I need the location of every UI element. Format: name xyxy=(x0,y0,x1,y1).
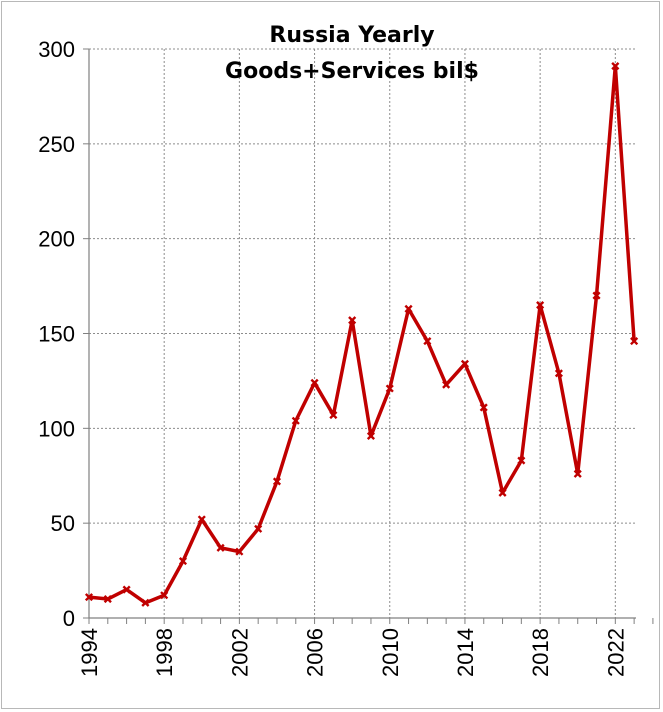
data-point xyxy=(235,547,244,556)
data-point xyxy=(385,384,394,393)
x-tick-label: 2010 xyxy=(378,628,403,677)
data-point xyxy=(254,524,263,533)
x-tick-label: 1994 xyxy=(77,628,102,677)
data-point xyxy=(423,337,432,346)
y-tick-label: 300 xyxy=(38,37,75,62)
data-point xyxy=(366,431,376,440)
y-tick-label: 100 xyxy=(38,416,75,441)
data-point xyxy=(216,543,225,552)
data-point xyxy=(498,488,507,497)
y-tick-label: 250 xyxy=(38,132,75,157)
x-tick-label: 2014 xyxy=(453,628,478,677)
data-point xyxy=(348,316,357,325)
series-layer xyxy=(84,62,639,607)
chart-title: Russia Yearly Goods+Services bil$ xyxy=(225,23,479,84)
data-point xyxy=(554,369,563,378)
data-point xyxy=(404,304,413,313)
data-point xyxy=(103,594,112,604)
data-point xyxy=(141,598,150,607)
data-point xyxy=(630,337,639,346)
chart-title-line-1: Russia Yearly xyxy=(269,23,434,48)
y-tick-label: 0 xyxy=(63,606,75,631)
x-tick-label: 1998 xyxy=(152,628,177,677)
data-point xyxy=(479,403,488,412)
data-point xyxy=(197,515,206,524)
data-point xyxy=(517,456,526,465)
data-point xyxy=(84,593,94,602)
data-point xyxy=(592,291,601,300)
y-tick-label: 150 xyxy=(38,322,75,347)
gridlines xyxy=(89,48,636,618)
axes xyxy=(83,48,654,624)
x-tick-label: 2018 xyxy=(528,628,553,677)
chart-title-line-2: Goods+Services bil$ xyxy=(225,59,479,84)
x-tick-labels: 1994 1998 2002 2006 2010 2014 2018 2022 xyxy=(77,628,628,677)
data-point xyxy=(611,62,620,71)
data-point xyxy=(272,477,282,486)
x-tick-label: 2022 xyxy=(603,628,628,677)
data-point xyxy=(536,301,545,310)
data-point xyxy=(160,591,169,600)
x-tick-label: 2002 xyxy=(227,628,252,677)
y-tick-labels: 0 50 100 150 200 250 300 xyxy=(38,37,75,631)
data-point xyxy=(460,359,469,368)
x-tick-label: 2006 xyxy=(303,628,328,677)
data-point xyxy=(291,416,300,425)
data-point xyxy=(178,557,188,566)
data-point xyxy=(442,380,451,389)
y-tick-label: 50 xyxy=(51,511,75,536)
y-tick-label: 200 xyxy=(38,227,75,252)
data-point xyxy=(573,469,582,478)
data-point xyxy=(122,585,131,594)
data-point xyxy=(310,378,319,387)
series-line xyxy=(88,64,636,605)
data-point xyxy=(329,411,338,420)
